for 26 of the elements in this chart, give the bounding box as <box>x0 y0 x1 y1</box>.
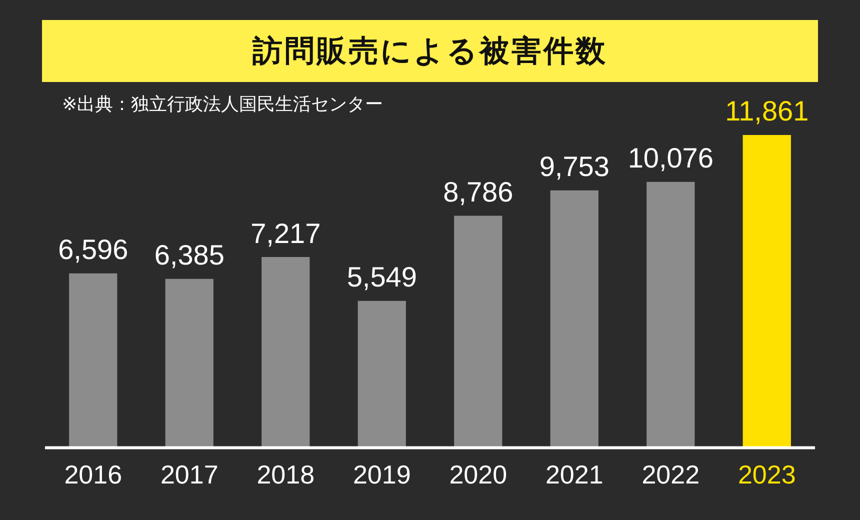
x-tick-label: 2021 <box>545 460 604 490</box>
data-label: 6,596 <box>58 234 128 266</box>
bar <box>454 216 502 447</box>
x-tick-label: 2023 <box>738 460 796 490</box>
data-label: 10,076 <box>628 142 714 174</box>
text: ※出典：独立行政法人国民生活センター <box>62 93 384 116</box>
bar <box>165 278 214 447</box>
data-label: 6,385 <box>154 240 224 271</box>
chart-title: 訪問販売による被害件数 <box>42 20 818 82</box>
data-label: 8,786 <box>443 176 514 208</box>
x-tick-label: 2022 <box>642 460 700 490</box>
bar <box>262 257 310 447</box>
data-label: 7,217 <box>250 218 321 249</box>
data-label: 11,861 <box>725 96 809 127</box>
bar <box>550 190 598 447</box>
x-tick-label: 2020 <box>449 460 508 490</box>
x-tick-label: 2018 <box>256 460 315 490</box>
bar <box>742 134 791 447</box>
x-tick-label: 2017 <box>160 460 218 490</box>
bar <box>358 300 406 447</box>
bar <box>646 182 695 447</box>
data-label: 9,753 <box>539 151 610 182</box>
bar <box>69 273 118 447</box>
data-label: 5,549 <box>346 262 417 293</box>
x-tick-label: 2016 <box>64 460 122 490</box>
x-tick-label: 2019 <box>352 460 411 490</box>
